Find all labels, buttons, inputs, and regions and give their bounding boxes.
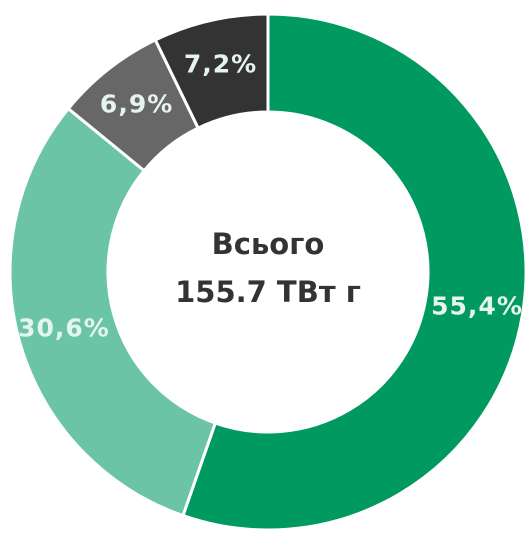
donut-segment [8, 106, 218, 518]
donut-segment [153, 12, 270, 131]
value-label: 30,6% [18, 313, 110, 342]
value-label: 7,2% [184, 49, 257, 78]
value-label: 6,9% [100, 90, 173, 119]
value-label: 55,4% [431, 291, 523, 320]
center-text: Всього [212, 227, 325, 261]
center-text: 155.7 ТВт г [175, 275, 361, 309]
